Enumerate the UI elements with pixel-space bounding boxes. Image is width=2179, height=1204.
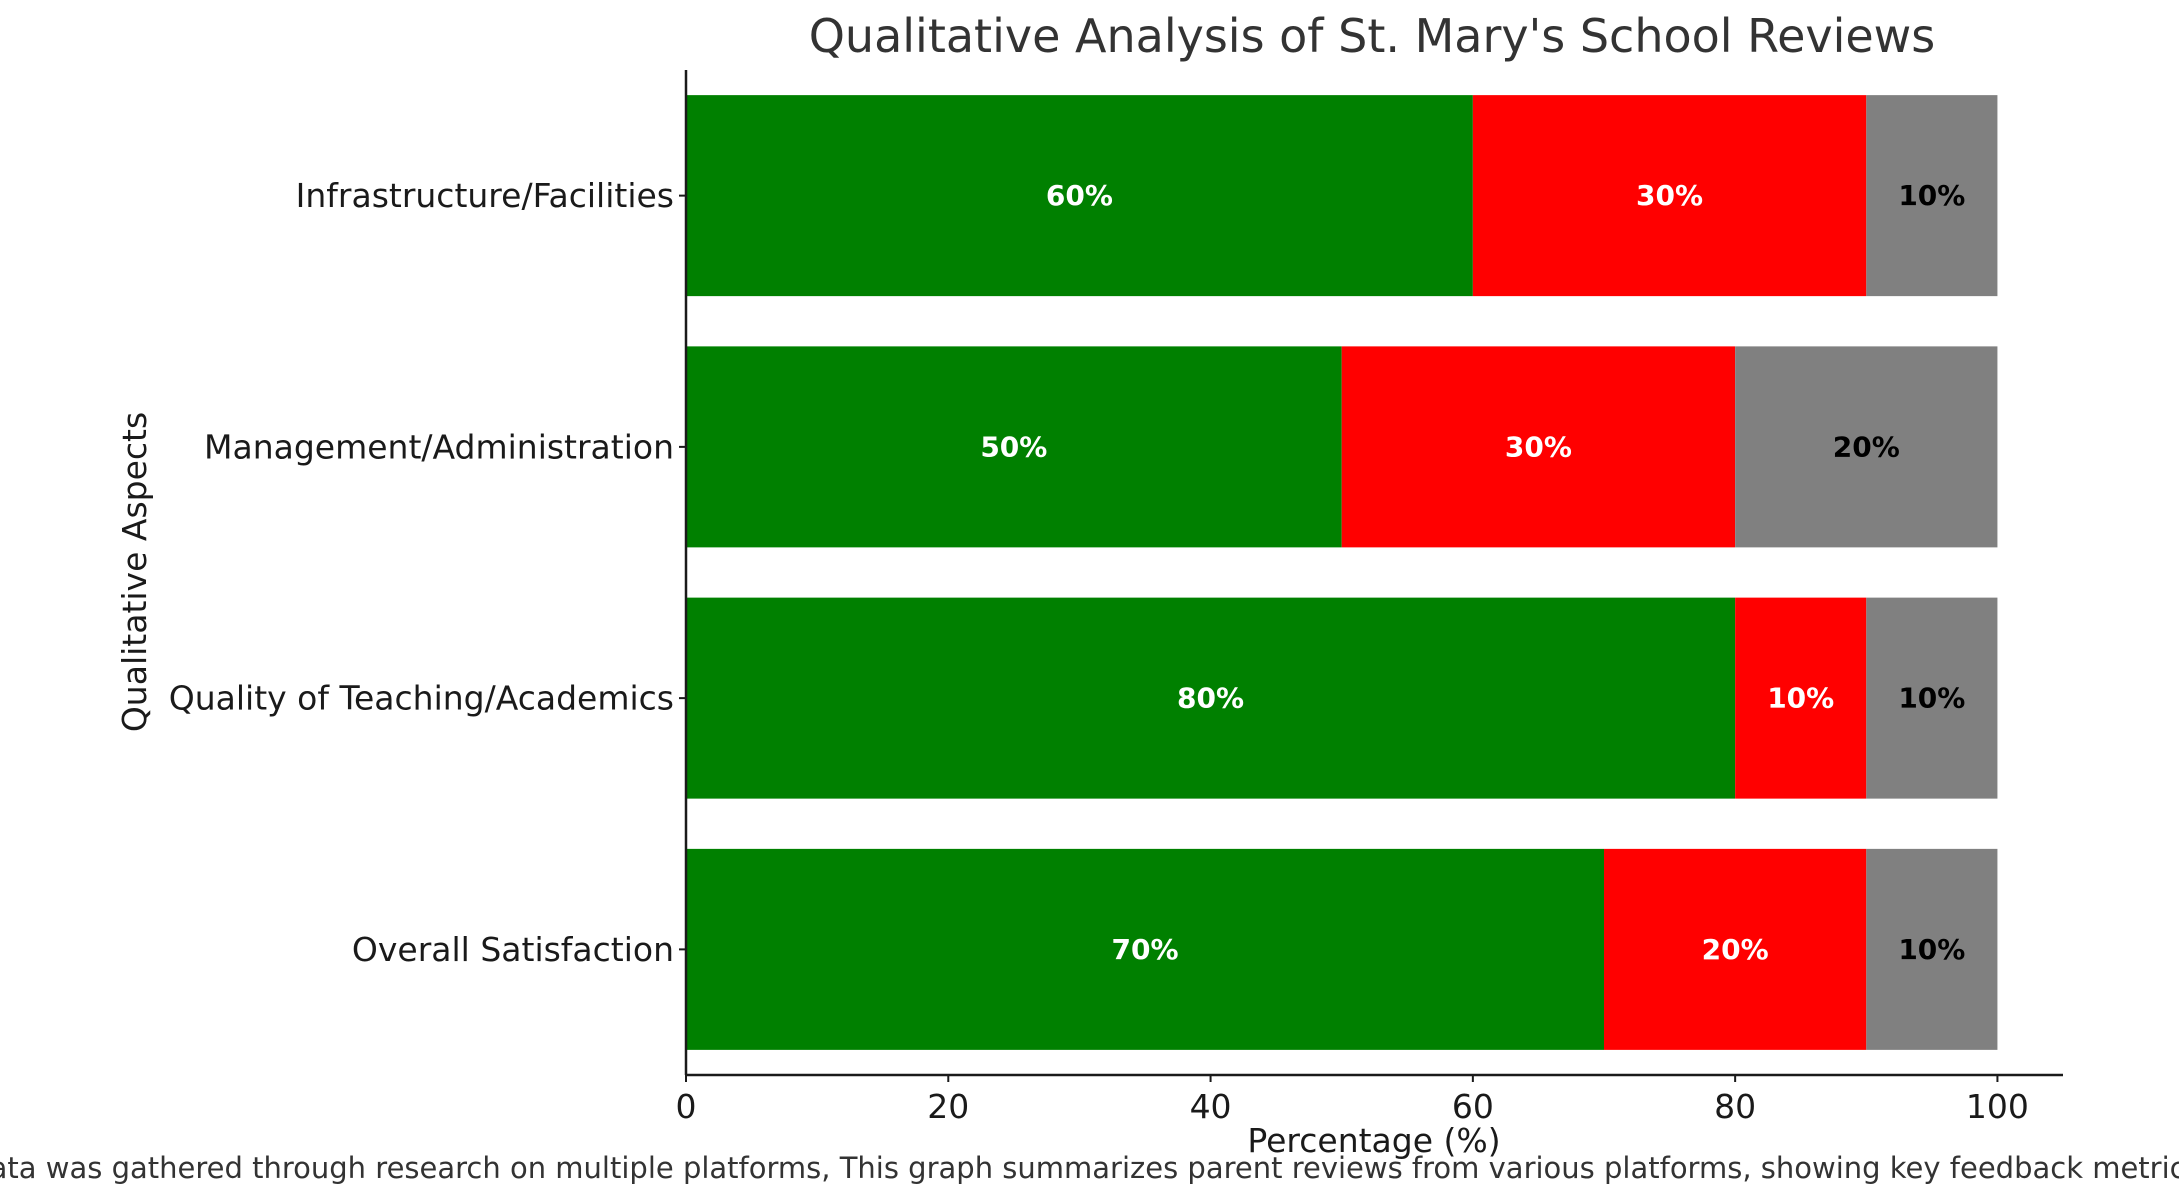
bar-labels-layer: 70% 20% 10% 80% 10% 10% 50% 30% 20% 60% 30% 10% — [980, 179, 1965, 966]
bar-value-label: 10% — [1898, 933, 1965, 966]
x-ticks-layer: 0 20 40 60 80 100 — [676, 194, 2029, 1126]
bar-value-label: 10% — [1767, 682, 1834, 715]
bar-segment-2-1 — [686, 597, 1736, 799]
y-axis-label: Qualitative Aspects — [115, 412, 154, 732]
category-label: Quality of Teaching/Academics — [169, 679, 674, 718]
bar-segment-1-3 — [1866, 848, 1998, 1050]
x-tick-label: 100 — [1966, 1087, 2029, 1126]
chart-caption: Data was gathered through research on mu… — [0, 1151, 2179, 1185]
bar-segment-1-2 — [1604, 848, 1867, 1050]
category-labels-layer: Overall Satisfaction Quality of Teaching/… — [169, 176, 674, 969]
bar-value-label: 20% — [1702, 933, 1769, 966]
bar-segment-3-3 — [1735, 346, 1998, 548]
bars-layer — [686, 95, 1998, 1050]
bar-segment-2-3 — [1866, 597, 1998, 799]
x-tick-label: 0 — [676, 1087, 697, 1126]
bar-segment-4-1 — [686, 95, 1473, 297]
x-tick-label: 20 — [927, 1087, 969, 1126]
bar-value-label: 30% — [1636, 179, 1703, 212]
bar-segment-2-2 — [1735, 597, 1867, 799]
x-tick-label: 60 — [1452, 1087, 1494, 1126]
bar-value-label: 30% — [1505, 430, 1572, 463]
bar-segment-3-1 — [686, 346, 1342, 548]
bar-segment-4-3 — [1866, 95, 1998, 297]
bar-segment-4-2 — [1472, 95, 1867, 297]
category-label: Management/Administration — [204, 427, 674, 466]
bar-value-label: 70% — [1111, 933, 1178, 966]
x-tick-label: 80 — [1714, 1087, 1756, 1126]
bar-value-label: 80% — [1177, 682, 1244, 715]
chart-title: Qualitative Analysis of St. Mary's Schoo… — [809, 9, 1936, 63]
x-axis-label: Percentage (%) — [1247, 1121, 1500, 1160]
category-label: Infrastructure/Facilities — [296, 176, 674, 215]
bar-value-label: 60% — [1046, 179, 1113, 212]
x-tick-label: 40 — [1190, 1087, 1232, 1126]
bar-value-label: 20% — [1833, 430, 1900, 463]
bar-value-label: 10% — [1898, 682, 1965, 715]
bar-value-label: 10% — [1898, 179, 1965, 212]
category-label: Overall Satisfaction — [352, 930, 674, 969]
bar-value-label: 50% — [980, 430, 1047, 463]
bar-segment-1-1 — [686, 848, 1604, 1050]
bar-segment-3-2 — [1341, 346, 1736, 548]
